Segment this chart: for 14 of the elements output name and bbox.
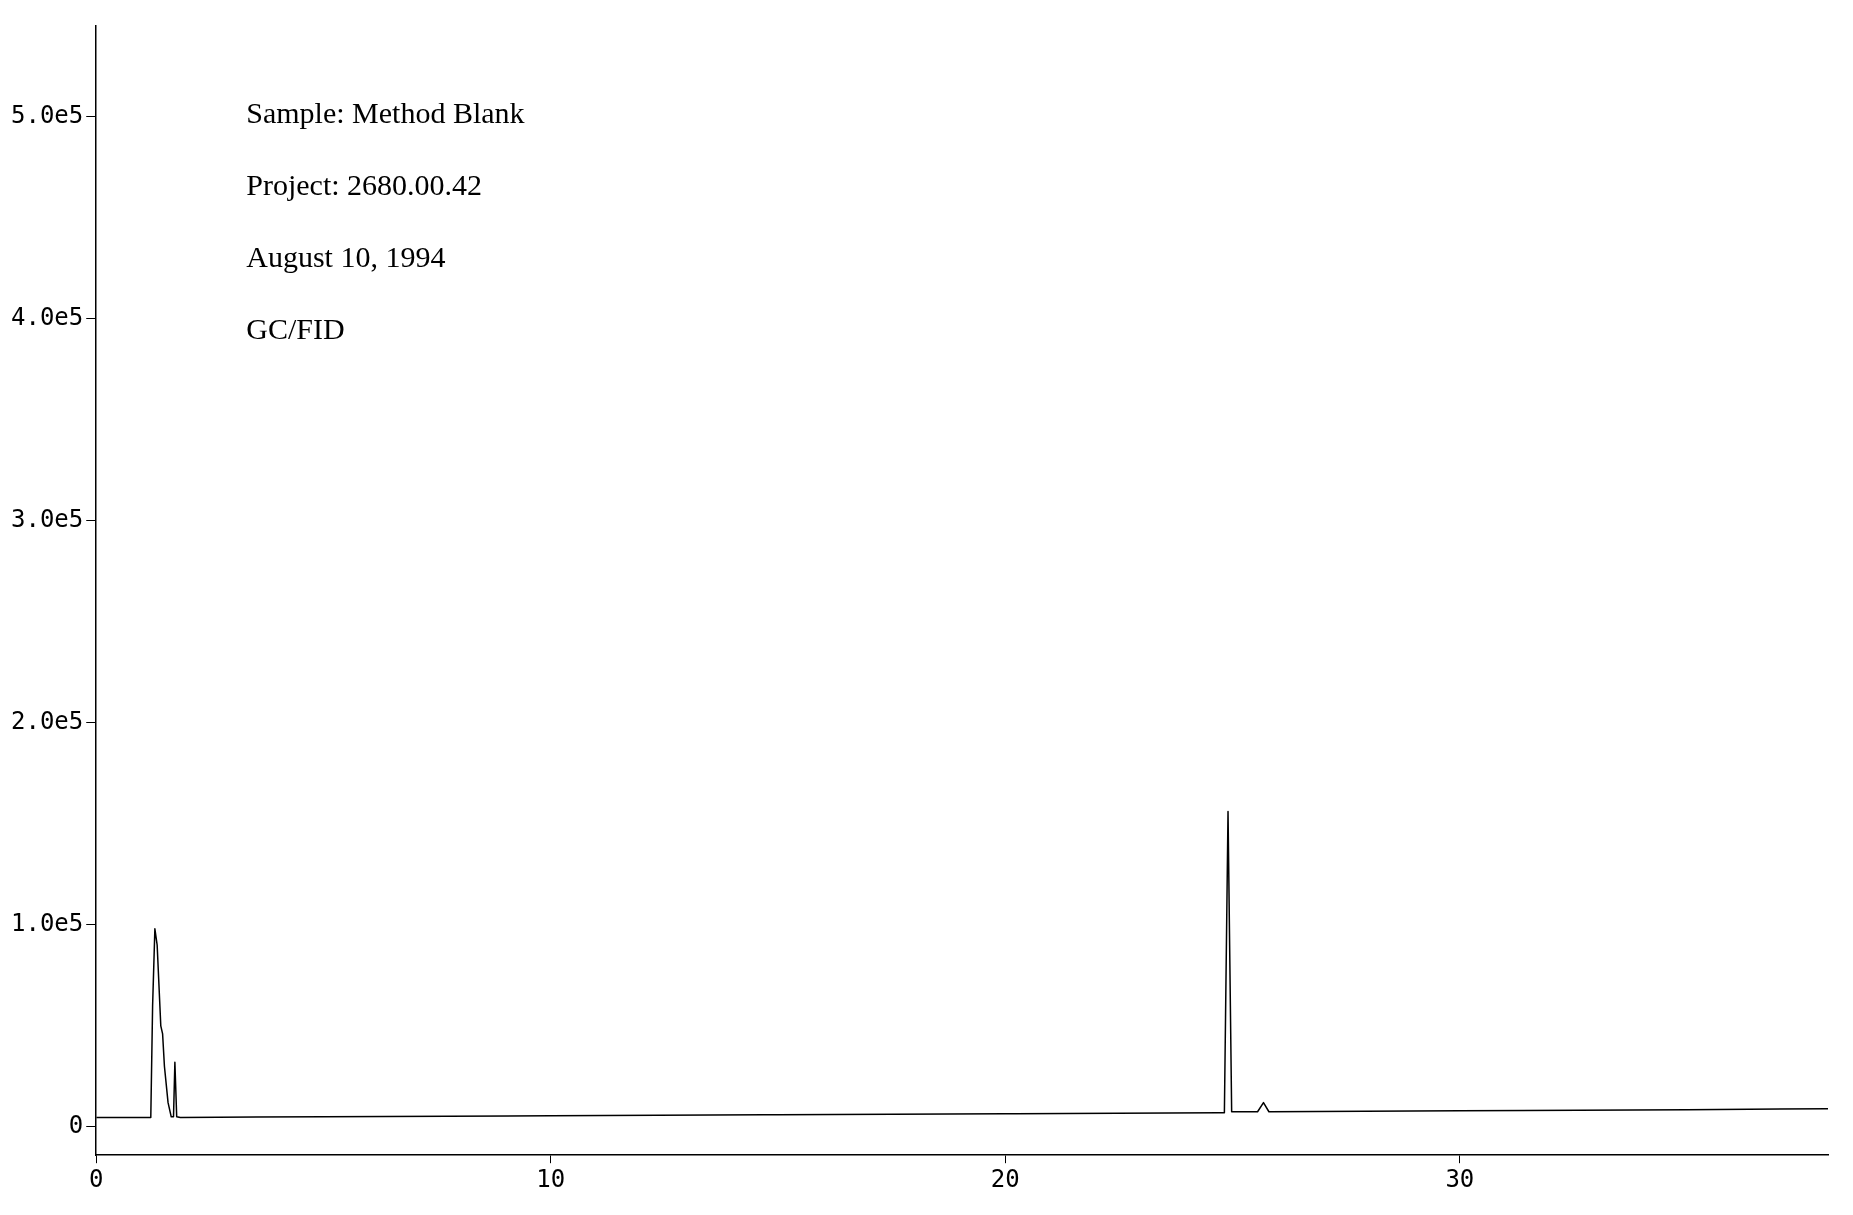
- annotation: Sample: Method Blank: [246, 96, 525, 130]
- y-tick-label: 4.0e5: [11, 302, 84, 331]
- x-tick-label: 0: [89, 1164, 104, 1193]
- x-tick-label: 10: [536, 1164, 566, 1193]
- y-tick-label: 1.0e5: [11, 909, 84, 938]
- y-tick-label: 0: [68, 1111, 84, 1140]
- annotation: Project: 2680.00.42: [246, 168, 483, 202]
- y-tick-label: 3.0e5: [11, 504, 84, 533]
- annotation: August 10, 1994: [246, 240, 446, 274]
- x-tick-label: 20: [990, 1164, 1020, 1193]
- y-tick-label: 5.0e5: [11, 100, 84, 129]
- x-tick-label: 30: [1445, 1164, 1475, 1193]
- y-tick-label: 2.0e5: [11, 706, 84, 735]
- annotation: GC/FID: [246, 312, 345, 346]
